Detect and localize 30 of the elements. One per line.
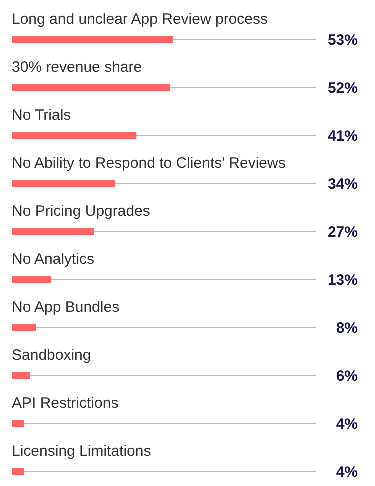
bar [12,228,94,235]
data-label: 53% [328,32,358,49]
data-label: 27% [328,224,358,241]
y-tick-label: Long and unclear App Review process [12,11,268,28]
bar [12,180,116,187]
y-tick-label: No Ability to Respond to Clients' Reviews [12,155,286,172]
y-tick-label: Sandboxing [12,347,92,364]
bar [12,36,174,43]
bar [12,132,137,139]
y-tick-label: API Restrictions [12,395,119,412]
y-tick-label: 30% revenue share [12,59,142,76]
data-label: 34% [328,176,358,193]
y-tick-label: No Pricing Upgrades [12,203,150,220]
bar [12,84,170,91]
data-label: 4% [336,464,358,481]
bar [12,276,52,283]
bar [12,324,36,331]
bar [12,468,24,475]
data-label: 6% [336,368,358,385]
bar [12,420,24,427]
bar [12,372,30,379]
data-label: 4% [336,416,358,433]
y-tick-label: No Analytics [12,251,95,268]
data-label: 41% [328,128,358,145]
data-label: 13% [328,272,358,289]
y-tick-label: No Trials [12,107,72,124]
y-tick-label: Licensing Limitations [12,443,152,460]
data-label: 52% [328,80,358,97]
y-tick-label: No App Bundles [12,299,120,316]
data-label: 8% [336,320,358,337]
